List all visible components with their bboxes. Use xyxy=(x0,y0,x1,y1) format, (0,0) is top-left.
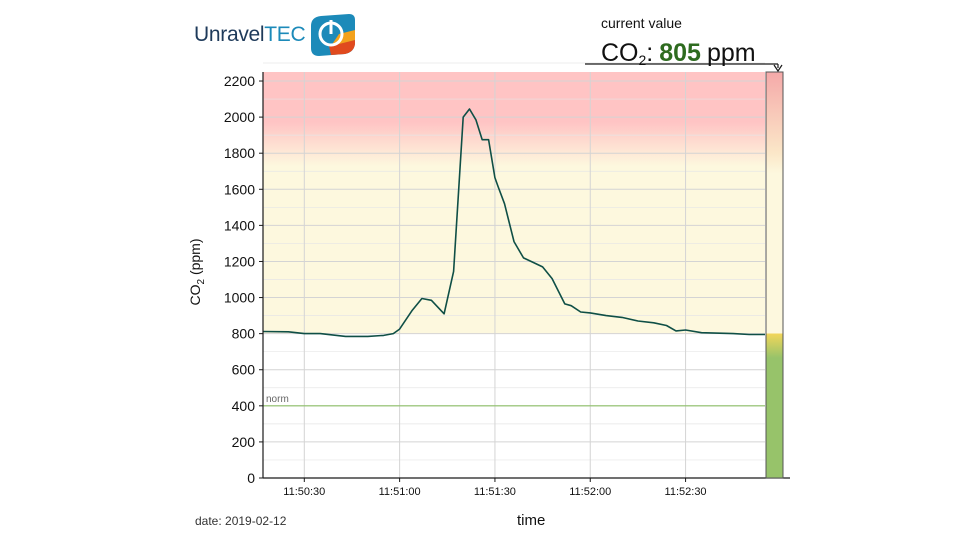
brand-name-part1: Unravel xyxy=(194,23,265,46)
y-tick-label: 1200 xyxy=(224,253,255,269)
value-gauge xyxy=(765,71,784,479)
norm-label: norm xyxy=(266,394,289,405)
y-axis-label: CO2 (ppm) xyxy=(187,238,207,305)
y-tick-label: 1600 xyxy=(224,181,255,197)
y-tick-label: 2000 xyxy=(224,109,255,125)
y-tick-label: 0 xyxy=(247,470,255,486)
y-tick-label: 600 xyxy=(232,362,256,378)
y-axis-label-main: CO xyxy=(187,284,204,306)
y-tick-label: 400 xyxy=(232,398,256,414)
brand-logo: Unravel TEC xyxy=(194,12,357,58)
zone-warning-band xyxy=(263,72,765,334)
x-tick-label: 11:52:00 xyxy=(569,486,611,498)
current-value-readout: CO2: 805 ppm xyxy=(601,39,756,68)
co2-series-line xyxy=(262,108,765,338)
y-tick-label: 200 xyxy=(232,434,256,450)
axes xyxy=(262,72,790,479)
current-value-label: current value xyxy=(601,15,682,31)
x-tick-label: 11:50:30 xyxy=(283,486,325,498)
x-tick-label: 11:51:30 xyxy=(474,486,516,498)
series-layer xyxy=(262,108,765,338)
current-value-panel: current value CO2: 805 ppm xyxy=(585,12,780,72)
y-tick-labels: 0 200 400 600 800 1000 1200 1400 1600 1800 2000 220… xyxy=(224,73,263,486)
y-tick-label: 800 xyxy=(232,326,256,342)
y-axis-label-unit: (ppm) xyxy=(187,238,204,279)
current-value-arrow-icon xyxy=(773,64,783,73)
norm-layer: norm xyxy=(263,394,765,407)
y-tick-label: 1400 xyxy=(224,217,255,233)
y-tick-label: 2200 xyxy=(224,73,255,89)
current-value-quantity-subscript: 2 xyxy=(638,52,647,68)
current-value-separator: : xyxy=(646,39,654,67)
x-axis-label: time xyxy=(517,512,546,529)
x-tick-label: 11:51:00 xyxy=(379,486,421,498)
current-value-quantity: CO xyxy=(601,39,639,67)
zone-backgrounds xyxy=(263,72,765,334)
current-value-unit: ppm xyxy=(706,39,756,67)
grid xyxy=(263,62,765,478)
x-tick-labels: 11:50:30 11:51:00 11:51:30 11:52:00 11:52:30 xyxy=(283,478,707,498)
date-label: date: 2019-02-12 xyxy=(195,514,287,528)
y-axis-label-subscript: 2 xyxy=(195,278,207,285)
current-value-bracket xyxy=(585,63,783,73)
y-tick-label: 1000 xyxy=(224,290,255,306)
brand-name-part2: TEC xyxy=(264,23,306,46)
y-tick-label: 1800 xyxy=(224,145,255,161)
current-value-number: 805 xyxy=(659,39,701,67)
gauge-bar xyxy=(765,71,784,479)
brand-logo-icon xyxy=(311,14,356,56)
x-tick-label: 11:52:30 xyxy=(665,486,707,498)
